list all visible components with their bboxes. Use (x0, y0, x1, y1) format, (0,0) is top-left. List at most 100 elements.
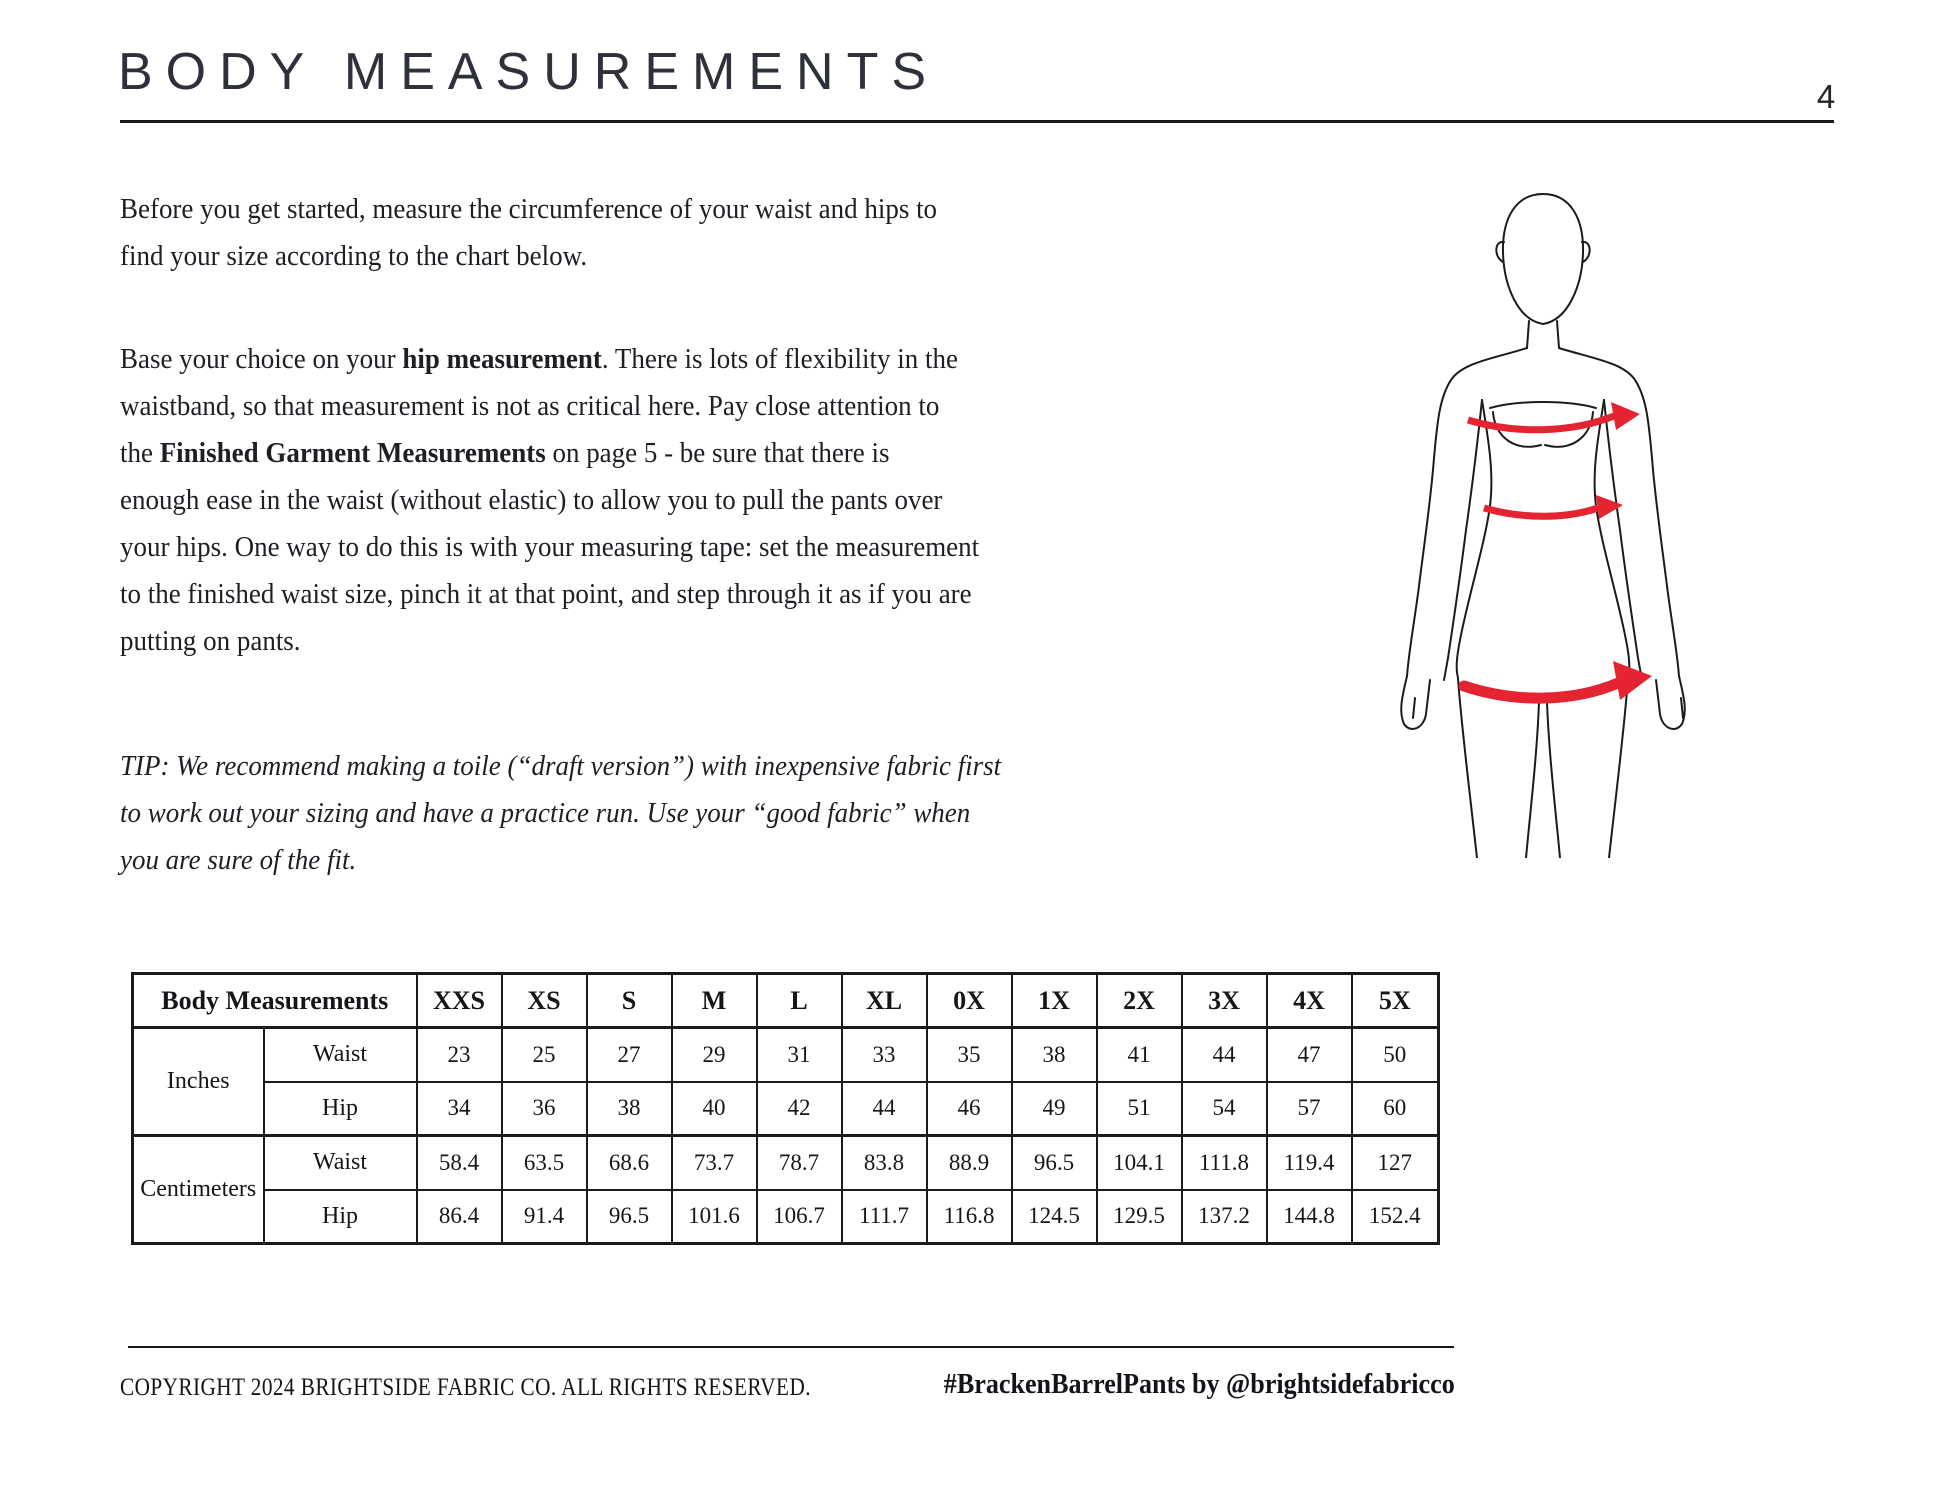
value-cell: 78.7 (755, 1134, 843, 1191)
text-line: your hips. One way to do this is with yo… (120, 531, 980, 563)
value-cell: 35 (925, 1026, 1013, 1083)
value-cell: 106.7 (755, 1188, 843, 1245)
value-cell: 38 (1010, 1026, 1098, 1083)
value-cell: 83.8 (840, 1134, 928, 1191)
text-segment: Base your choice on your (120, 343, 403, 375)
value-cell: 42 (755, 1080, 843, 1137)
size-header: XXS (415, 972, 503, 1029)
value-cell: 34 (415, 1080, 503, 1137)
value-cell: 111.8 (1180, 1134, 1268, 1191)
unit-label: Inches (131, 1026, 265, 1137)
figure-outline (1400, 192, 1686, 859)
unit-label: Centimeters (131, 1134, 265, 1245)
table-title-cell: Body Measurements (131, 972, 418, 1029)
copyright-text: COPYRIGHT 2024 BRIGHTSIDE FABRIC CO. ALL… (120, 1374, 811, 1401)
value-cell: 50 (1350, 1026, 1440, 1083)
value-cell: 104.1 (1095, 1134, 1183, 1191)
value-cell: 101.6 (670, 1188, 758, 1245)
bold-text-segment: hip measurement (402, 343, 602, 375)
measure-label: Hip (262, 1188, 418, 1245)
value-cell: 40 (670, 1080, 758, 1137)
value-cell: 63.5 (500, 1134, 588, 1191)
measure-label: Hip (262, 1080, 418, 1137)
size-header: M (670, 972, 758, 1029)
size-header: 2X (1095, 972, 1183, 1029)
value-cell: 33 (840, 1026, 928, 1083)
value-cell: 25 (500, 1026, 588, 1083)
value-cell: 29 (670, 1026, 758, 1083)
page-number: 4 (1816, 78, 1836, 115)
value-cell: 137.2 (1180, 1188, 1268, 1245)
table-row-inches-waist: Inches Waist 23 25 27 29 31 33 35 38 41 … (131, 1026, 1440, 1137)
table-header-row: Body Measurements XXS XS S M L XL 0X 1X … (131, 972, 1440, 1029)
measure-label: Waist (262, 1134, 418, 1191)
value-cell: 31 (755, 1026, 843, 1083)
table-row-inches-hip: Hip 34 36 38 40 42 44 46 49 51 54 57 60 (133, 1080, 1440, 1137)
table-row-cm-waist: Centimeters Waist 58.4 63.5 68.6 73.7 78… (131, 1134, 1440, 1245)
size-header: 4X (1265, 972, 1353, 1029)
value-cell: 73.7 (670, 1134, 758, 1191)
page-title: BODY MEASUREMENTS (118, 43, 940, 101)
size-header: S (585, 972, 673, 1029)
value-cell: 127 (1350, 1134, 1440, 1191)
hip-measurement-arrow (1458, 661, 1652, 704)
value-cell: 44 (840, 1080, 928, 1137)
value-cell: 144.8 (1265, 1188, 1353, 1245)
value-cell: 27 (585, 1026, 673, 1083)
value-cell: 68.6 (585, 1134, 673, 1191)
text-line: waistband, so that measurement is not as… (120, 390, 940, 422)
body-illustration (1378, 158, 1718, 859)
footer-divider (128, 1346, 1454, 1348)
body-text-column: Before you get started, measure the circ… (120, 186, 1106, 884)
value-cell: 91.4 (500, 1188, 588, 1245)
text-line: Base your choice on your hip measurement… (120, 336, 1106, 383)
text-line: TIP: We recommend making a toile (“draft… (120, 750, 1002, 782)
value-cell: 57 (1265, 1080, 1353, 1137)
text-line: Before you get started, measure the circ… (120, 193, 938, 225)
value-cell: 51 (1095, 1080, 1183, 1137)
sizing-paragraph: Base your choice on your hip measurement… (120, 336, 1106, 665)
value-cell: 124.5 (1010, 1188, 1098, 1245)
text-segment: the (120, 437, 160, 469)
value-cell: 38 (585, 1080, 673, 1137)
value-cell: 86.4 (415, 1188, 503, 1245)
value-cell: 36 (500, 1080, 588, 1137)
value-cell: 152.4 (1350, 1188, 1440, 1245)
value-cell: 41 (1095, 1026, 1183, 1083)
value-cell: 88.9 (925, 1134, 1013, 1191)
value-cell: 54 (1180, 1080, 1268, 1137)
text-line: putting on pants. (120, 625, 301, 657)
text-line: enough ease in the waist (without elasti… (120, 484, 943, 516)
bold-text-segment: Finished Garment Measurements (159, 437, 546, 469)
value-cell: 111.7 (840, 1188, 928, 1245)
size-header: 0X (925, 972, 1013, 1029)
body-measurements-table: Body Measurements XXS XS S M L XL 0X 1X … (131, 972, 1441, 1245)
value-cell: 116.8 (925, 1188, 1013, 1245)
value-cell: 23 (415, 1026, 503, 1083)
size-header: XS (500, 972, 588, 1029)
text-line: find your size according to the chart be… (120, 240, 588, 272)
pattern-credit-text: #BrackenBarrelPants by @brightsidefabric… (944, 1368, 1455, 1400)
size-header: 3X (1180, 972, 1268, 1029)
intro-paragraph: Before you get started, measure the circ… (120, 186, 1106, 280)
text-segment: on page 5 - be sure that there is (545, 437, 890, 469)
size-header: 5X (1350, 972, 1440, 1029)
value-cell: 119.4 (1265, 1134, 1353, 1191)
value-cell: 49 (1010, 1080, 1098, 1137)
text-segment: . There is lots of flexibility in the (601, 343, 958, 375)
value-cell: 96.5 (585, 1188, 673, 1245)
size-header: L (755, 972, 843, 1029)
size-header: 1X (1010, 972, 1098, 1029)
value-cell: 47 (1265, 1026, 1353, 1083)
value-cell: 46 (925, 1080, 1013, 1137)
value-cell: 60 (1350, 1080, 1440, 1137)
measure-label: Waist (262, 1026, 418, 1083)
value-cell: 44 (1180, 1026, 1268, 1083)
body-measurement-figure (1400, 192, 1686, 859)
table-row-cm-hip: Hip 86.4 91.4 96.5 101.6 106.7 111.7 116… (133, 1188, 1440, 1245)
value-cell: 129.5 (1095, 1188, 1183, 1245)
value-cell: 58.4 (415, 1134, 503, 1191)
text-line: to work out your sizing and have a pract… (120, 797, 971, 829)
header-divider (120, 120, 1834, 123)
